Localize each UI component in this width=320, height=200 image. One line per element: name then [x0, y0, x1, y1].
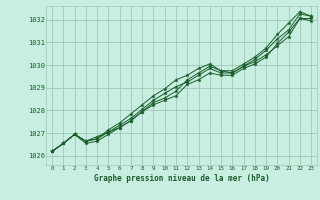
X-axis label: Graphe pression niveau de la mer (hPa): Graphe pression niveau de la mer (hPa) — [94, 174, 269, 183]
